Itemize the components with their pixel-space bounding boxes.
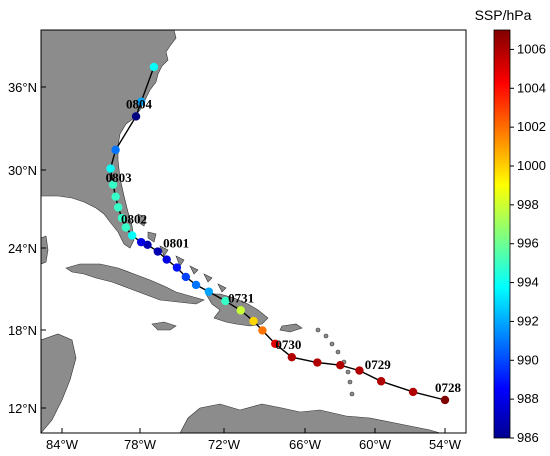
colorbar-tick-label: 988 [517,391,539,406]
track-point [121,223,131,232]
lat-label-12: 12°N [8,401,37,416]
lon-label-84: 84°W [46,437,79,452]
track-point [108,180,118,189]
track-point [136,97,146,106]
track-points [106,62,450,405]
track-point [258,326,267,335]
colorbar-tick-label: 996 [517,236,539,251]
north-america-landmass [41,30,177,249]
central-america-landmass [41,333,77,433]
date-label: 0802 [121,211,147,226]
bahamas-islands [137,213,227,293]
colorbar-tick-label: 992 [517,313,539,328]
colorbar-tick-label: 1000 [517,158,546,173]
south-america-landmass [179,403,441,433]
colorbar-tick-label: 990 [517,352,539,367]
track-point [181,272,191,282]
puerto-rico-island [279,323,303,333]
track-point [117,213,127,223]
track-point [376,377,386,386]
date-label: 0804 [126,96,152,111]
track-point [249,316,258,326]
track-point [162,255,171,264]
track-point [143,240,152,250]
track-point [153,247,162,256]
lon-label-54: 54°W [429,437,462,452]
colorbar-gradient [493,29,511,439]
date-label: 0729 [365,357,392,372]
track-point [111,192,120,201]
lat-label-24: 24°N [8,241,37,256]
track-point [106,164,115,173]
lon-label-60: 60°W [359,437,392,452]
track-point [128,231,137,240]
track-point [271,339,280,348]
map-frame [40,29,467,434]
colorbar-tick-label: 986 [517,430,539,445]
date-label: 0801 [163,236,189,251]
lon-label-66: 66°W [289,437,322,452]
lesser-antilles-islands [315,327,355,397]
colorbar-ticks: 1006 1004 1002 1000 998 996 994 992 990 988 986 [510,41,546,445]
track-point [113,203,123,212]
lat-axis: 36°N 30°N 24°N 18°N 12°N [8,80,46,416]
gulf-coast-landmass [41,235,49,265]
track-point [221,296,230,306]
track-point [336,361,345,370]
lat-label-18: 18°N [8,323,37,338]
date-label: 0728 [435,380,462,395]
date-label: 0731 [228,290,254,305]
lon-axis: 84°W 78°W 72°W 66°W 60°W 54°W [46,428,462,452]
track-point [131,112,141,121]
track-point [111,145,120,155]
colorbar-tick-label: 1004 [517,80,546,95]
colorbar: SSP/hPa 1006 1004 1002 1000 998 996 994 992 990 9… [475,7,546,445]
colorbar-tick-label: 1006 [517,41,546,56]
date-labels: 0728 0729 0730 0731 0801 0802 0803 0804 [106,96,462,395]
track-point [408,387,418,397]
date-label: 0730 [275,337,301,352]
track-point [313,358,322,367]
track-point [236,306,245,315]
track-point [287,352,296,362]
date-label: 0803 [106,170,132,185]
lat-label-36: 36°N [8,80,37,95]
colorbar-tick-label: 994 [517,275,539,290]
track-point [136,237,146,247]
colorbar-title: SSP/hPa [475,7,532,23]
lat-label-30: 30°N [8,163,37,178]
track-point [440,395,450,405]
track-point [172,263,182,272]
track-point [149,62,159,72]
cuba-island [65,263,205,305]
lon-label-78: 78°W [124,437,157,452]
colorbar-tick-label: 1002 [517,119,546,134]
track-point [204,287,214,296]
lon-label-72: 72°W [208,437,241,452]
colorbar-tick-label: 998 [517,197,539,212]
track-point [355,366,364,375]
jamaica-island [151,321,177,331]
track-point [191,280,201,290]
